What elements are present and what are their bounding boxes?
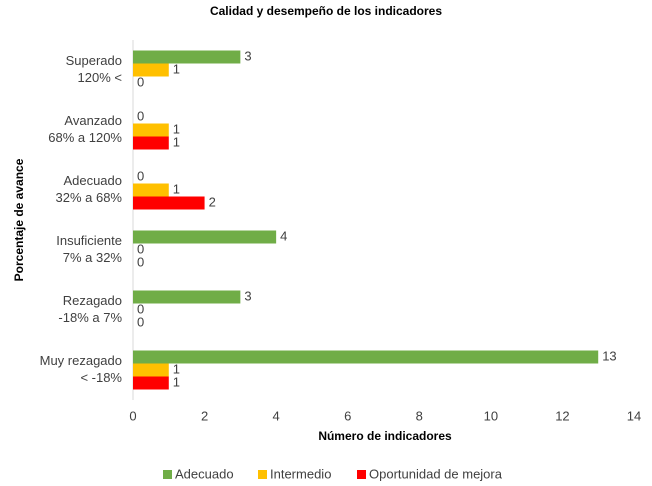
bar [133, 290, 241, 304]
bar [133, 350, 599, 364]
y-tick-label: Muy rezagado [40, 353, 122, 368]
bar [133, 50, 241, 64]
y-tick-label: 120% < [78, 70, 122, 85]
x-tick-label: 0 [129, 408, 136, 423]
chart-title: Calidad y desempeño de los indicadores [210, 4, 442, 18]
value-label: 1 [173, 121, 180, 136]
legend-label: Oportunidad de mejora [369, 466, 503, 481]
value-label: 0 [137, 254, 144, 269]
bar [133, 63, 169, 77]
y-tick-label: Adecuado [63, 173, 122, 188]
y-tick-label: 68% a 120% [48, 130, 122, 145]
value-label: 1 [173, 361, 180, 376]
value-label: 1 [173, 61, 180, 76]
value-label: 1 [173, 181, 180, 196]
value-label: 1 [173, 134, 180, 149]
y-axis-label: Porcentaje de avance [12, 158, 26, 281]
bar [133, 230, 277, 244]
x-tick-label: 2 [201, 408, 208, 423]
y-tick-label: 32% a 68% [56, 190, 123, 205]
value-label: 0 [137, 74, 144, 89]
x-tick-label: 10 [484, 408, 498, 423]
value-label: 2 [209, 194, 216, 209]
value-label: 3 [244, 48, 251, 63]
value-label: 0 [137, 314, 144, 329]
legend-label: Intermedio [270, 466, 331, 481]
x-tick-label: 8 [416, 408, 423, 423]
legend-swatch [258, 470, 267, 479]
bar [133, 183, 169, 197]
x-tick-label: 14 [627, 408, 641, 423]
y-tick-label: Superado [66, 53, 122, 68]
legend-label: Adecuado [175, 466, 234, 481]
x-tick-label: 4 [273, 408, 280, 423]
x-tick-label: 6 [344, 408, 351, 423]
value-label: 0 [137, 108, 144, 123]
bar [133, 363, 169, 377]
bar [133, 123, 169, 137]
bar [133, 196, 205, 210]
value-label: 0 [137, 301, 144, 316]
value-label: 3 [244, 288, 251, 303]
y-tick-label: Rezagado [63, 293, 122, 308]
y-tick-label: Avanzado [64, 113, 122, 128]
y-tick-label: 7% a 32% [63, 250, 123, 265]
value-label: 13 [602, 348, 616, 363]
bar [133, 136, 169, 150]
bar [133, 376, 169, 390]
value-label: 1 [173, 374, 180, 389]
value-label: 0 [137, 241, 144, 256]
x-axis-label: Número de indicadores [318, 429, 452, 443]
y-tick-label: < -18% [80, 370, 122, 385]
legend-swatch [357, 470, 366, 479]
y-tick-label: Insuficiente [56, 233, 122, 248]
value-label: 0 [137, 168, 144, 183]
y-tick-label: -18% a 7% [58, 310, 122, 325]
legend-swatch [163, 470, 172, 479]
x-tick-label: 12 [555, 408, 569, 423]
value-label: 4 [280, 228, 287, 243]
